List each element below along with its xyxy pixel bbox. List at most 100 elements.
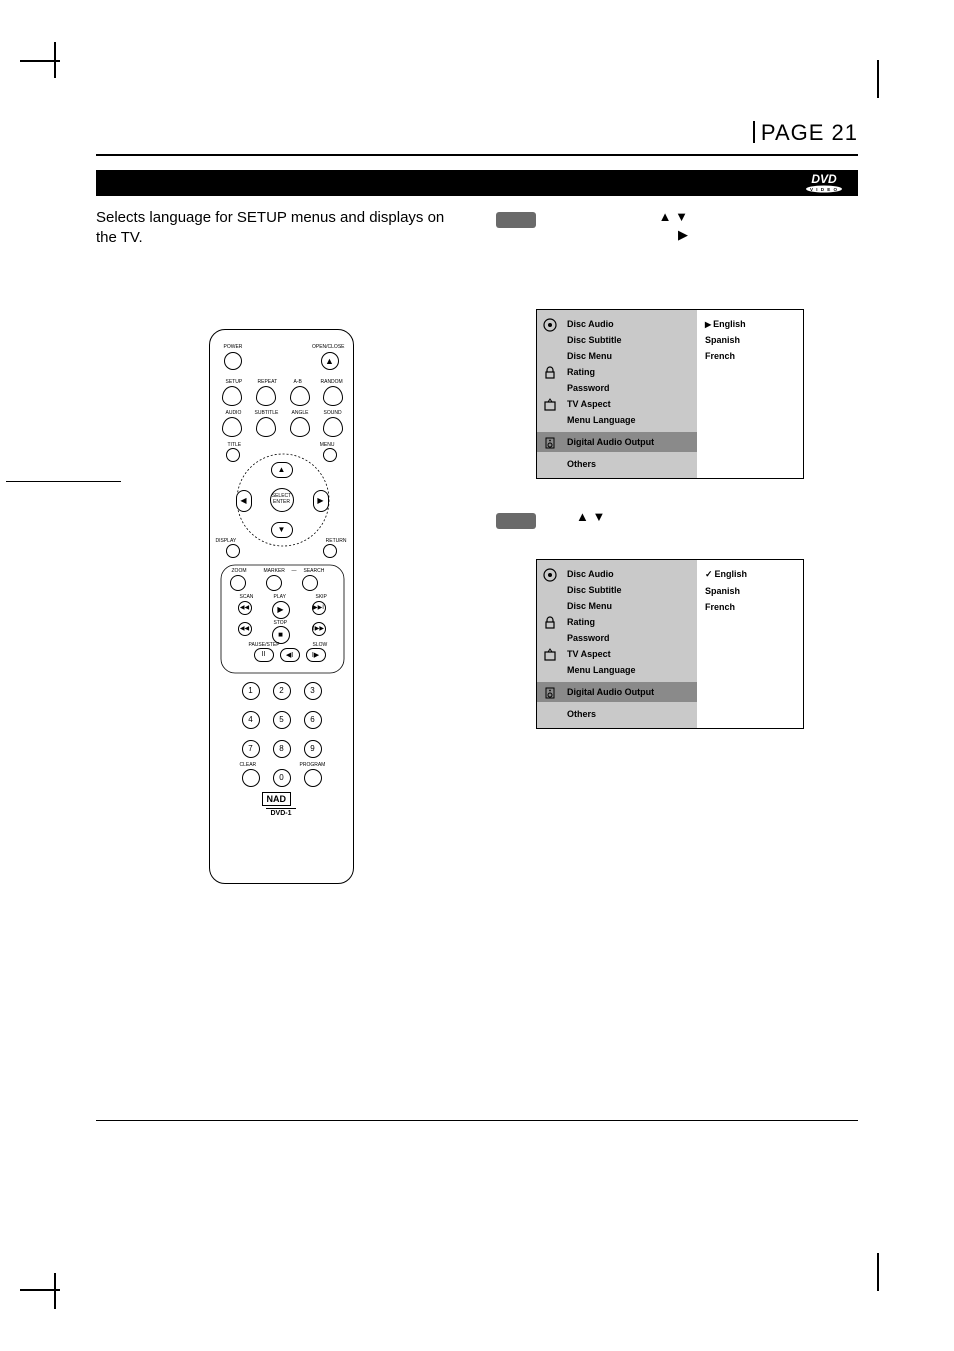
remote-label: SOUND	[324, 410, 342, 416]
osd-label: TV Aspect	[567, 399, 611, 409]
osd-option: French	[705, 599, 795, 615]
osd-panel-2: Disc Audio Disc Subtitle Disc Menu Ratin…	[536, 559, 804, 729]
osd-highlight: Digital Audio Output	[537, 682, 697, 702]
content-row: POWER OPEN/CLOSE ▲ SETUP REPEAT A-B RAND…	[96, 309, 858, 884]
speaker-icon	[543, 686, 557, 700]
osd-option: English	[705, 566, 795, 583]
svg-text:V I D E O: V I D E O	[810, 187, 838, 192]
osd-item: Disc Menu	[567, 348, 691, 364]
return-button	[323, 544, 337, 558]
remote-label: MARKER	[264, 568, 285, 574]
remote-column: POWER OPEN/CLOSE ▲ SETUP REPEAT A-B RAND…	[96, 309, 466, 884]
arrow-up-down-icon: ▲ ▼	[659, 208, 688, 226]
random-button	[323, 386, 343, 406]
remote-label: POWER	[224, 344, 243, 350]
display-button	[226, 544, 240, 558]
osd-label: TV Aspect	[567, 649, 611, 659]
crop-mark	[54, 42, 56, 78]
remote-label: CLEAR	[240, 762, 257, 768]
remote-label: DISPLAY	[216, 538, 237, 544]
osd-item: Disc Menu	[567, 598, 691, 614]
osd-item: Menu Language	[567, 662, 691, 678]
osd-label: Rating	[567, 367, 595, 377]
remote-label: ZOOM	[232, 568, 247, 574]
remote-label: SEARCH	[304, 568, 325, 574]
osd-item: Disc Subtitle	[567, 582, 691, 598]
program-button	[304, 769, 322, 787]
intro-right: ▲ ▼ ▶	[566, 208, 858, 249]
dpad-down: ▼	[271, 522, 293, 538]
slow-fwd-button: I▶	[306, 648, 326, 662]
remote-label: TITLE	[228, 442, 242, 448]
repeat-button	[256, 386, 276, 406]
remote-label: A-B	[294, 379, 302, 385]
osd-item: Others	[567, 456, 691, 472]
tv-icon	[543, 398, 557, 412]
osd-item: Rating	[567, 614, 691, 630]
num-1: 1	[242, 682, 260, 700]
crop-mark	[877, 60, 879, 98]
scan-fwd-button: ◀◀	[238, 622, 252, 636]
remote-label: PROGRAM	[300, 762, 326, 768]
osd-item: Menu Language	[567, 412, 691, 428]
osd-item: Disc Audio	[567, 316, 691, 332]
crop-mark	[54, 1273, 56, 1309]
footer-rule	[96, 1120, 858, 1121]
osd-right-1: English Spanish French	[697, 310, 803, 478]
step-1-marker	[496, 212, 536, 228]
remote-label: AUDIO	[226, 410, 242, 416]
osd-item: Disc Subtitle	[567, 332, 691, 348]
remote-label: MENU	[320, 442, 335, 448]
zoom-button	[230, 575, 246, 591]
osd-option: French	[705, 348, 795, 364]
remote-label: SUBTITLE	[255, 410, 279, 416]
remote-label: RANDOM	[321, 379, 343, 385]
sound-button	[323, 417, 343, 437]
osd-label: Disc Audio	[567, 569, 614, 579]
pause-button: II	[254, 648, 274, 662]
page-container: PAGE 21 V I D E O DVD Selects language f…	[96, 120, 858, 884]
intro-row: Selects language for SETUP menus and dis…	[96, 208, 858, 249]
intro-text: Selects language for SETUP menus and dis…	[96, 208, 466, 249]
model-label: DVD-1	[266, 808, 296, 817]
osd-option: Spanish	[705, 583, 795, 599]
num-2: 2	[273, 682, 291, 700]
osd-item: Digital Audio Output	[567, 684, 691, 700]
arrow-right-icon: ▶	[678, 226, 688, 244]
osd-item: Disc Audio	[567, 566, 691, 582]
header-rule	[96, 154, 858, 156]
remote-rule: —	[292, 568, 297, 574]
step-2-row: ▲ ▼	[496, 509, 858, 529]
select-enter-button: SELECT ENTER	[270, 488, 294, 512]
remote-label: SLOW	[313, 642, 328, 648]
ab-button	[290, 386, 310, 406]
speaker-icon	[543, 436, 557, 450]
search-button	[302, 575, 318, 591]
page-number-text: PAGE 21	[761, 120, 858, 145]
num-6: 6	[304, 711, 322, 729]
step-2-marker	[496, 513, 536, 529]
osd-option: English	[705, 316, 795, 332]
subtitle-button	[256, 417, 276, 437]
callout-line	[6, 481, 121, 482]
remote-label: ANGLE	[292, 410, 309, 416]
dvd-video-logo: V I D E O DVD	[794, 172, 854, 194]
clear-button	[242, 769, 260, 787]
remote-label: OPEN/CLOSE	[312, 344, 345, 350]
remote-label: SCAN	[240, 594, 254, 600]
num-4: 4	[242, 711, 260, 729]
remote-label: STOP	[274, 620, 288, 626]
page-number: PAGE 21	[96, 120, 858, 152]
osd-item: Digital Audio Output	[567, 434, 691, 450]
num-9: 9	[304, 740, 322, 758]
num-0: 0	[273, 769, 291, 787]
num-3: 3	[304, 682, 322, 700]
remote-label: PLAY	[274, 594, 286, 600]
remote-label: PAUSE/STEP	[249, 642, 280, 648]
num-8: 8	[273, 740, 291, 758]
angle-button	[290, 417, 310, 437]
dpad-right: ▶	[313, 490, 329, 512]
right-column: Disc Audio Disc Subtitle Disc Menu Ratin…	[496, 309, 858, 884]
osd-left-1: Disc Audio Disc Subtitle Disc Menu Ratin…	[537, 310, 697, 478]
osd-label: Rating	[567, 617, 595, 627]
